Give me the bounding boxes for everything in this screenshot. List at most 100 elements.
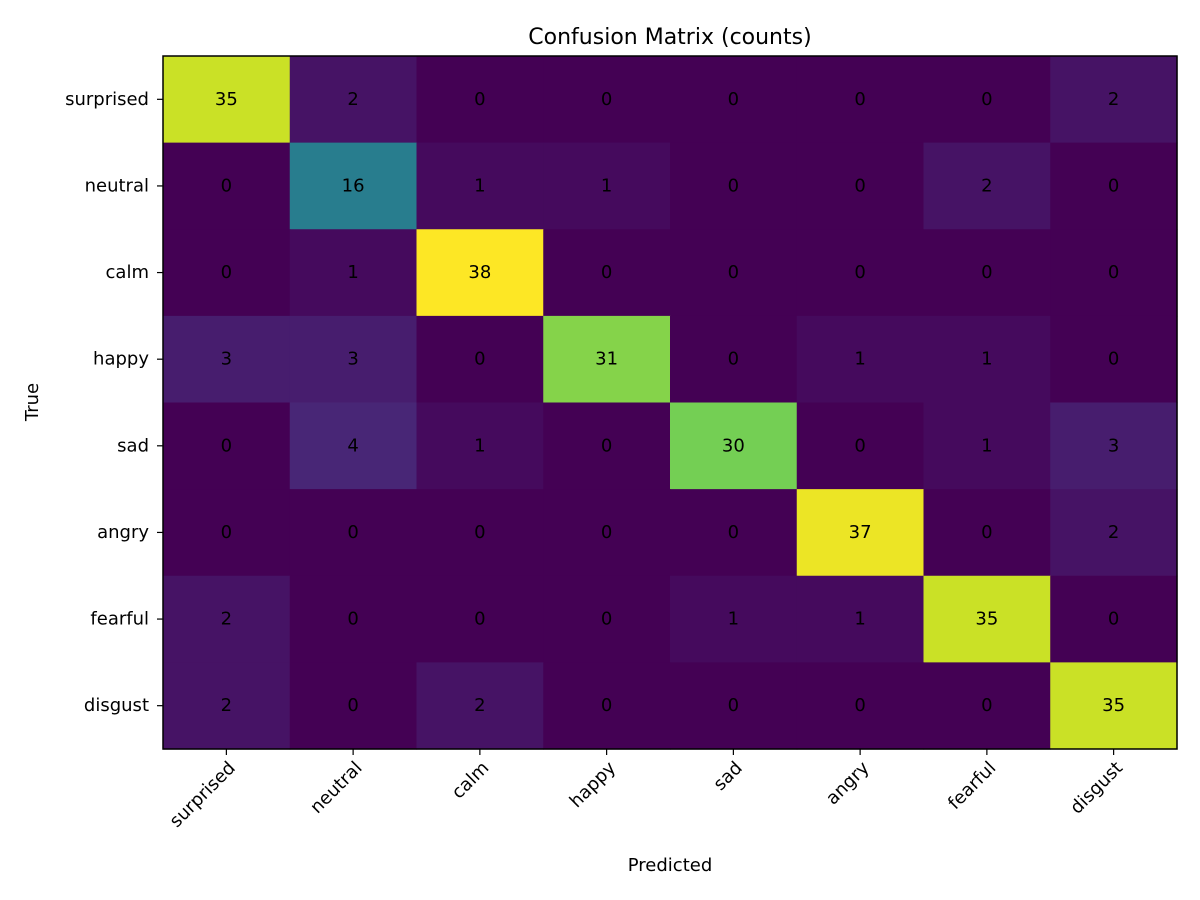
heatmap-cell [543, 229, 671, 317]
heatmap-cell [670, 402, 798, 490]
heatmap-cell [796, 315, 925, 404]
y-axis-ticks: surprised neutral calm happy sad angry fearful… [65, 89, 163, 716]
heatmap-cell [670, 575, 798, 663]
cell-value-label: 1 [474, 175, 485, 196]
cell-value-label: 0 [601, 262, 612, 283]
x-tick-label: calm [448, 758, 494, 804]
cell-value-label: 0 [728, 522, 739, 543]
heatmap-cell-labels: 35 2 0 0 0 0 0 20 16 1 1 0 0 2 00 1 38 0 0 0 0 03 3 0 31 0 1 1 00 4 1 0… [215, 89, 1125, 716]
heatmap-cell [1050, 402, 1178, 490]
cell-value-label: 0 [1108, 175, 1119, 196]
heatmap-cell [670, 56, 798, 144]
x-tick-label: neutral [306, 758, 366, 818]
cell-value-label: 0 [601, 89, 612, 110]
cell-value-label: 1 [601, 175, 612, 196]
cell-value-label: 0 [854, 175, 865, 196]
cell-value-label: 0 [854, 695, 865, 716]
heatmap-cell [289, 489, 418, 577]
heatmap-cell [416, 315, 544, 404]
cell-value-label: 0 [981, 695, 992, 716]
x-axis-ticks: surprised neutral calm happy sad angry fearful… [166, 749, 1127, 832]
heatmap-cell [670, 142, 798, 230]
cell-value-label: 0 [981, 262, 992, 283]
y-tick-label: calm [106, 262, 149, 283]
cell-value-label: 0 [1108, 349, 1119, 370]
y-tick-label: disgust [84, 695, 149, 716]
heatmap-cell [163, 56, 291, 144]
cell-value-label: 0 [728, 262, 739, 283]
cell-value-label: 0 [601, 522, 612, 543]
heatmap-cell [543, 315, 671, 404]
cell-value-label: 0 [728, 89, 739, 110]
cell-value-label: 1 [347, 262, 358, 283]
cell-value-label: 2 [221, 609, 232, 630]
y-tick-label: angry [97, 522, 149, 543]
heatmap-cell [289, 402, 418, 490]
heatmap-cell [670, 662, 798, 750]
x-tick-label: fearful [944, 758, 1000, 814]
cell-value-label: 3 [347, 349, 358, 370]
heatmap-cell [543, 142, 671, 230]
heatmap-cell [923, 315, 1051, 404]
heatmap-cell [289, 229, 418, 317]
cell-value-label: 0 [474, 349, 485, 370]
heatmap-cell [1050, 575, 1178, 663]
heatmap-cell [416, 402, 544, 490]
heatmap-cell [670, 489, 798, 577]
heatmap-cell [1050, 142, 1178, 230]
heatmap-cell [289, 56, 418, 144]
heatmap-cell [416, 489, 544, 577]
heatmap-cell [543, 575, 671, 663]
heatmap-cell [1050, 229, 1178, 317]
heatmap-cell [923, 56, 1051, 144]
heatmap-cells [163, 56, 1178, 750]
cell-value-label: 0 [728, 349, 739, 370]
heatmap-cell [163, 662, 291, 750]
cell-value-label: 1 [981, 435, 992, 456]
cell-value-label: 0 [474, 89, 485, 110]
heatmap-cell [416, 56, 544, 144]
heatmap-cell [670, 315, 798, 404]
cell-value-label: 0 [981, 522, 992, 543]
cell-value-label: 16 [342, 175, 365, 196]
heatmap-cell [163, 575, 291, 663]
heatmap-cell [923, 142, 1051, 230]
x-tick-label: disgust [1066, 758, 1127, 819]
cell-value-label: 0 [854, 262, 865, 283]
heatmap-cell [289, 575, 418, 663]
cell-value-label: 1 [854, 349, 865, 370]
x-tick-label: angry [822, 757, 874, 809]
heatmap-cell [163, 489, 291, 577]
heatmap-cell [163, 142, 291, 230]
cell-value-label: 0 [221, 435, 232, 456]
heatmap-cell [416, 662, 544, 750]
heatmap-cell [796, 229, 925, 317]
cell-value-label: 3 [221, 349, 232, 370]
cell-value-label: 0 [1108, 609, 1119, 630]
y-tick-label: fearful [90, 609, 149, 630]
heatmap-cell [796, 402, 925, 490]
cell-value-label: 1 [728, 609, 739, 630]
chart-title: Confusion Matrix (counts) [528, 25, 811, 50]
cell-value-label: 0 [601, 695, 612, 716]
heatmap-cell [543, 489, 671, 577]
x-tick-label: happy [566, 757, 621, 812]
heatmap-cell [1050, 662, 1178, 750]
cell-value-label: 0 [347, 609, 358, 630]
heatmap-cell [1050, 315, 1178, 404]
cell-value-label: 1 [981, 349, 992, 370]
heatmap-cell [796, 575, 925, 663]
heatmap-cell [163, 229, 291, 317]
y-tick-label: sad [117, 435, 149, 456]
cell-value-label: 3 [1108, 435, 1119, 456]
cell-value-label: 4 [347, 435, 358, 456]
cell-value-label: 1 [474, 435, 485, 456]
x-tick-label: sad [709, 758, 746, 795]
y-tick-label: neutral [85, 175, 149, 196]
heatmap-cell [416, 229, 544, 317]
heatmap-cell [796, 142, 925, 230]
cell-value-label: 38 [468, 262, 491, 283]
heatmap-cell [416, 575, 544, 663]
cell-value-label: 2 [981, 175, 992, 196]
